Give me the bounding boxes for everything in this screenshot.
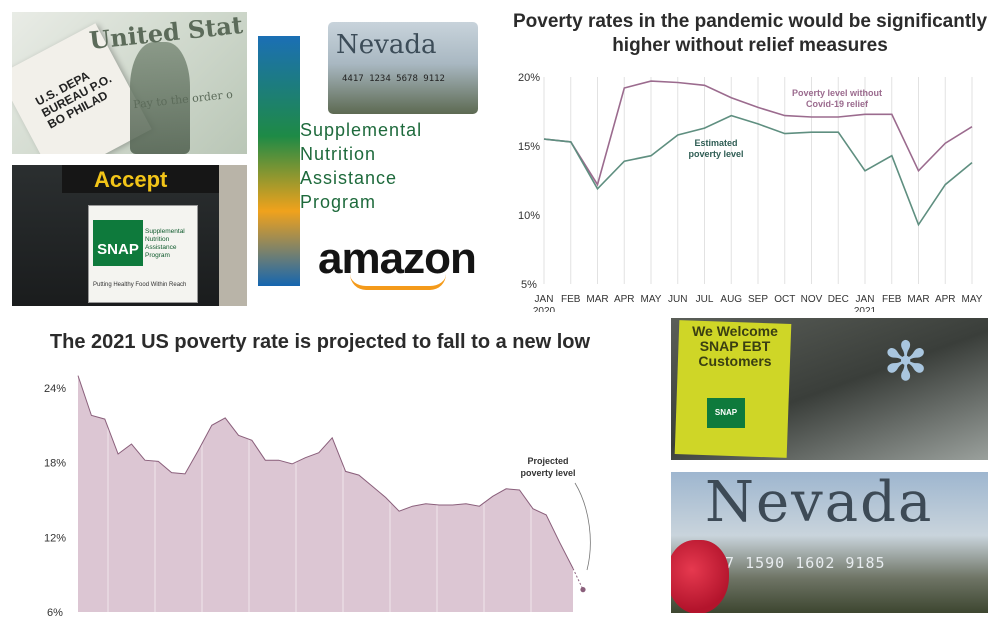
x-tick-label: SEP: [748, 294, 768, 305]
area-fill: [78, 375, 573, 612]
program-word: Nutrition: [300, 144, 377, 164]
chart-title: The 2021 US poverty rate is projected to…: [49, 331, 591, 353]
snap-decal: SNAP Supplemental Nutrition Assistance P…: [88, 205, 198, 303]
snap-logo: SNAP: [707, 398, 745, 428]
y-tick-label: 18%: [44, 458, 66, 470]
snap-welcome-sign-photo: We Welcome SNAP EBT Customers SNAP ✻: [671, 318, 988, 460]
poverty-projection-plot: 24% 18% 12% 6% Projected poverty level: [44, 375, 591, 619]
poverty-projection-chart: 24% 18% 12% 6% Projected poverty level The 20…: [0, 318, 660, 625]
x-tick-label: MAY: [641, 294, 662, 305]
x-tick-label: JAN: [856, 294, 875, 305]
strawberry-image: [671, 540, 729, 613]
nevada-card-number: 77 1590 1602 9185: [715, 554, 886, 572]
y-tick-label: 10%: [518, 210, 540, 222]
y-tick-label: 24%: [44, 383, 66, 395]
series-line-estimated: [543, 114, 973, 227]
x-tick-label: OCT: [774, 294, 795, 305]
pandemic-poverty-chart: JAN 2020 FEB MAR APR MAY JUN JUL AUG SEP OCT NOV DEC…: [500, 0, 1000, 312]
area-outline: [77, 375, 574, 569]
x-tick-year-label: 2020: [533, 306, 556, 312]
x-tick-label: MAR: [586, 294, 608, 305]
x-tick-label: DEC: [828, 294, 849, 305]
x-tick-label: FEB: [882, 294, 902, 305]
x-tick-label: MAY: [962, 294, 983, 305]
x-tick-year-label: 2021: [854, 306, 877, 312]
program-word: Program: [300, 192, 377, 212]
program-word: Supplemental: [300, 120, 423, 140]
projected-label: Projected: [527, 456, 568, 466]
series-line-without-relief: [543, 80, 973, 187]
y-tick-label: 12%: [44, 532, 66, 544]
accept-sign-text: Accept: [94, 167, 168, 192]
snap-logo-strip: [258, 36, 300, 286]
x-tick-label: JAN: [535, 294, 554, 305]
x-tick-label: MAR: [907, 294, 929, 305]
program-word: Assistance: [300, 168, 398, 188]
nevada-card-title: Nevada: [336, 30, 437, 60]
nevada-card-title: Nevada: [705, 472, 934, 535]
snap-decal-footer: Putting Healthy Food Within Reach: [93, 282, 187, 288]
series-label-without-relief: Covid-19 relief: [806, 99, 869, 109]
snap-decal-subtitle: Supplemental Nutrition Assistance Progra…: [145, 228, 185, 259]
annotation-leader-line: [574, 482, 591, 571]
nevada-ebt-card: [328, 22, 478, 114]
x-tick-label: NOV: [801, 294, 823, 305]
projected-label: poverty level: [520, 468, 575, 478]
y-tick-label: 5%: [521, 279, 537, 291]
y-tick-label: 20%: [518, 72, 540, 84]
x-tick-label: JUN: [668, 294, 687, 305]
x-tick-label: JUL: [696, 294, 714, 305]
nevada-card-number: 4417 1234 5678 9112: [342, 74, 445, 84]
nevada-ebt-card-photo: Nevada 77 1590 1602 9185: [671, 472, 988, 613]
series-label-without-relief: Poverty level without: [792, 88, 882, 98]
projected-point: [580, 587, 586, 593]
amazon-smile-icon: [350, 274, 446, 290]
door-frame: [219, 165, 247, 306]
x-tick-label: FEB: [561, 294, 581, 305]
chart-title: Poverty rates in the pandemic would be s…: [512, 11, 988, 56]
series-label-estimated: Estimated: [694, 138, 737, 148]
snowflake-decal-icon: ✻: [883, 332, 929, 392]
y-tick-label: 6%: [47, 607, 63, 619]
snap-program-graphic: Nevada 4417 1234 5678 9112 Supplemental …: [258, 12, 480, 302]
snap-accept-sign-photo: Accept SNAP Supplemental Nutrition Assis…: [12, 165, 247, 306]
y-tick-label: 15%: [518, 141, 540, 153]
accept-sign-board: [62, 165, 222, 193]
statue-of-liberty-image: [130, 42, 190, 154]
series-label-estimated: poverty level: [688, 149, 743, 159]
stimulus-check-photo: U.S. DEPA BUREAU P.O. BO PHILAD United S…: [12, 12, 247, 154]
welcome-sign-text: We Welcome SNAP EBT Customers: [692, 323, 778, 369]
x-tick-label: APR: [935, 294, 956, 305]
x-tick-label: AUG: [720, 294, 742, 305]
x-tick-label: APR: [614, 294, 635, 305]
snap-logo: SNAP: [93, 220, 143, 266]
